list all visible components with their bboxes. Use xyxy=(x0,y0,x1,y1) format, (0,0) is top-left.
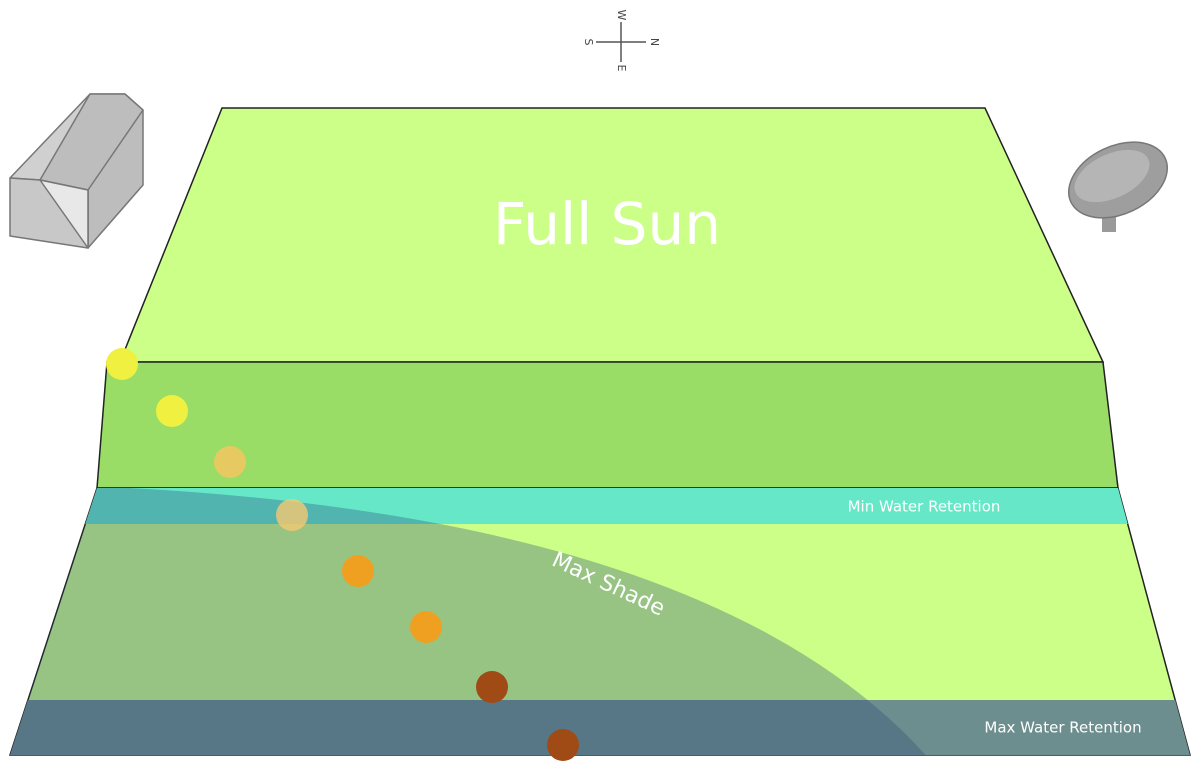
compass-east: E xyxy=(615,65,628,72)
sun-position xyxy=(276,499,308,531)
sun-position xyxy=(476,671,508,703)
min-water-label: Min Water Retention xyxy=(848,498,1001,516)
compass xyxy=(596,22,646,62)
sun-position xyxy=(547,729,579,761)
tree-icon xyxy=(1057,127,1180,233)
compass-south: S xyxy=(582,39,595,46)
max-water-label: Max Water Retention xyxy=(984,719,1141,737)
sun-position xyxy=(106,348,138,380)
sun-position xyxy=(156,395,188,427)
sun-position xyxy=(410,611,442,643)
page: W S N E Full Sun Min Water xyxy=(0,0,1194,763)
house-icon xyxy=(10,94,143,248)
garden-diagram: W S N E Full Sun Min Water xyxy=(0,0,1194,763)
sun-position xyxy=(342,555,374,587)
mid-zone xyxy=(97,362,1118,488)
sun-position xyxy=(214,446,246,478)
compass-west: W xyxy=(615,10,628,21)
full-sun-label: Full Sun xyxy=(493,190,721,258)
compass-north: N xyxy=(648,38,661,46)
